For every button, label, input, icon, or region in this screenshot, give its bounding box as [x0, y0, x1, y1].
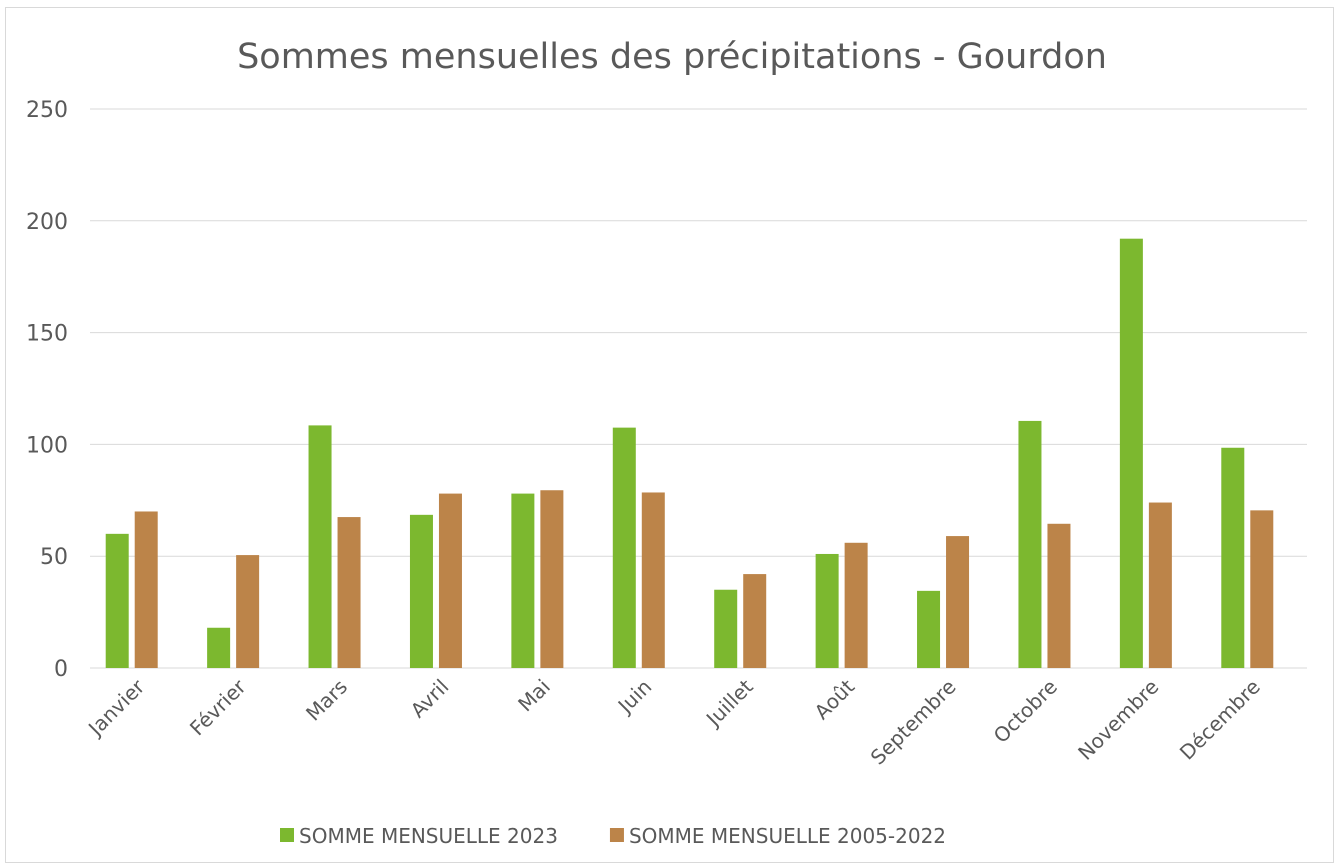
chart-title: Sommes mensuelles des précipitations - G…: [237, 37, 1107, 77]
bar: [815, 553, 839, 668]
bar: [1250, 510, 1274, 668]
bar: [105, 533, 129, 668]
bar: [946, 536, 970, 668]
bar: [1148, 502, 1172, 668]
bar: [236, 555, 260, 668]
bar: [1221, 447, 1245, 668]
bar: [743, 574, 767, 668]
bar: [1119, 238, 1143, 669]
chart-border: [5, 7, 1334, 863]
bar: [207, 627, 231, 668]
bar: [409, 514, 433, 668]
bar: [438, 493, 462, 668]
bar: [308, 425, 332, 668]
bar: [641, 492, 665, 668]
bar: [511, 493, 535, 668]
bar: [844, 542, 868, 668]
y-tick-label: 250: [26, 98, 68, 123]
legend-swatch: [609, 828, 624, 842]
y-tick-label: 150: [26, 322, 68, 347]
y-tick-label: 200: [26, 210, 68, 235]
bar: [1047, 523, 1071, 668]
bar: [134, 511, 158, 668]
legend-label: SOMME MENSUELLE 2005-2022: [629, 824, 946, 848]
bar: [337, 517, 361, 668]
y-tick-label: 100: [26, 433, 68, 458]
bar: [714, 589, 738, 668]
legend-swatch: [280, 828, 294, 842]
bar: [917, 590, 941, 668]
y-tick-label: 50: [40, 545, 68, 570]
bar: [540, 490, 564, 668]
y-tick-label: 0: [54, 657, 68, 682]
bar: [1018, 420, 1042, 668]
bar: [612, 427, 636, 668]
legend-label: SOMME MENSUELLE 2023: [299, 824, 558, 848]
